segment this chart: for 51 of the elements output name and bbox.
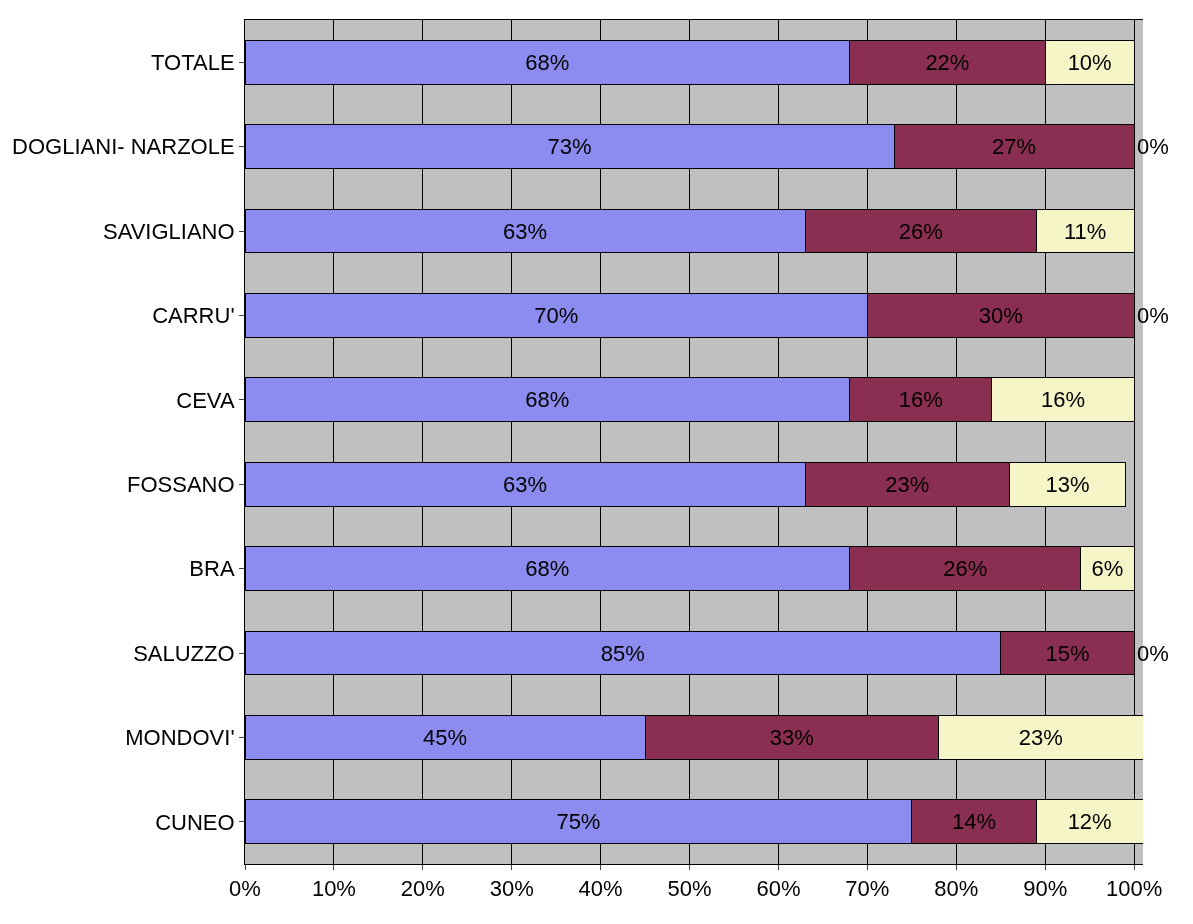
data-label: 26% xyxy=(943,556,988,582)
y-tick-label: CEVA xyxy=(176,387,235,413)
x-tick-label: 80% xyxy=(934,876,979,902)
data-label: 73% xyxy=(547,134,592,160)
x-tick-label: 0% xyxy=(229,876,261,902)
x-tick-label: 70% xyxy=(845,876,890,902)
data-label: 12% xyxy=(1067,809,1112,835)
data-label: 22% xyxy=(925,49,970,75)
y-tick-label: MONDOVI' xyxy=(125,725,235,751)
data-label: 6% xyxy=(1091,556,1124,582)
data-label: 14% xyxy=(952,809,997,835)
y-tick-label: SALUZZO xyxy=(133,640,235,666)
data-label: 33% xyxy=(769,724,814,750)
x-tick-label: 30% xyxy=(489,876,534,902)
x-tick-label: 60% xyxy=(756,876,801,902)
y-tick-label: BRA xyxy=(189,556,235,582)
data-label: 63% xyxy=(503,218,548,244)
data-label: 30% xyxy=(978,302,1023,328)
y-tick-label: CARRU' xyxy=(152,303,235,329)
y-tick-label: CUNEO xyxy=(155,809,235,835)
data-label: 75% xyxy=(556,809,601,835)
x-tick-label: 90% xyxy=(1023,876,1068,902)
data-label: 0% xyxy=(1137,302,1169,328)
x-tick-label: 100% xyxy=(1105,876,1163,902)
data-label: 45% xyxy=(423,724,468,750)
data-label: 70% xyxy=(534,302,579,328)
x-tick-label: 10% xyxy=(311,876,356,902)
x-tick-label: 20% xyxy=(400,876,445,902)
data-label: 0% xyxy=(1137,134,1169,160)
y-tick-label: TOTALE xyxy=(151,49,235,75)
x-tick-label: 50% xyxy=(667,876,712,902)
data-label: 15% xyxy=(1045,640,1090,666)
data-label: 26% xyxy=(898,218,943,244)
y-tick-label: SAVIGLIANO xyxy=(102,218,235,244)
data-label: 23% xyxy=(885,471,930,497)
x-tick-label: 40% xyxy=(578,876,623,902)
data-label: 68% xyxy=(525,556,570,582)
data-label: 0% xyxy=(1137,640,1169,666)
data-label: 10% xyxy=(1067,49,1112,75)
data-label: 11% xyxy=(1064,218,1107,244)
data-label: 13% xyxy=(1045,471,1090,497)
y-tick-label: FOSSANO xyxy=(127,471,235,497)
data-label: 16% xyxy=(898,387,943,413)
data-label: 85% xyxy=(600,640,645,666)
data-label: 16% xyxy=(1040,387,1085,413)
y-tick-label: DOGLIANI- NARZOLE xyxy=(12,134,235,160)
data-label: 27% xyxy=(992,134,1037,160)
data-label: 68% xyxy=(525,387,570,413)
data-label: 68% xyxy=(525,49,570,75)
data-label: 63% xyxy=(503,471,548,497)
data-label: 23% xyxy=(1018,724,1063,750)
